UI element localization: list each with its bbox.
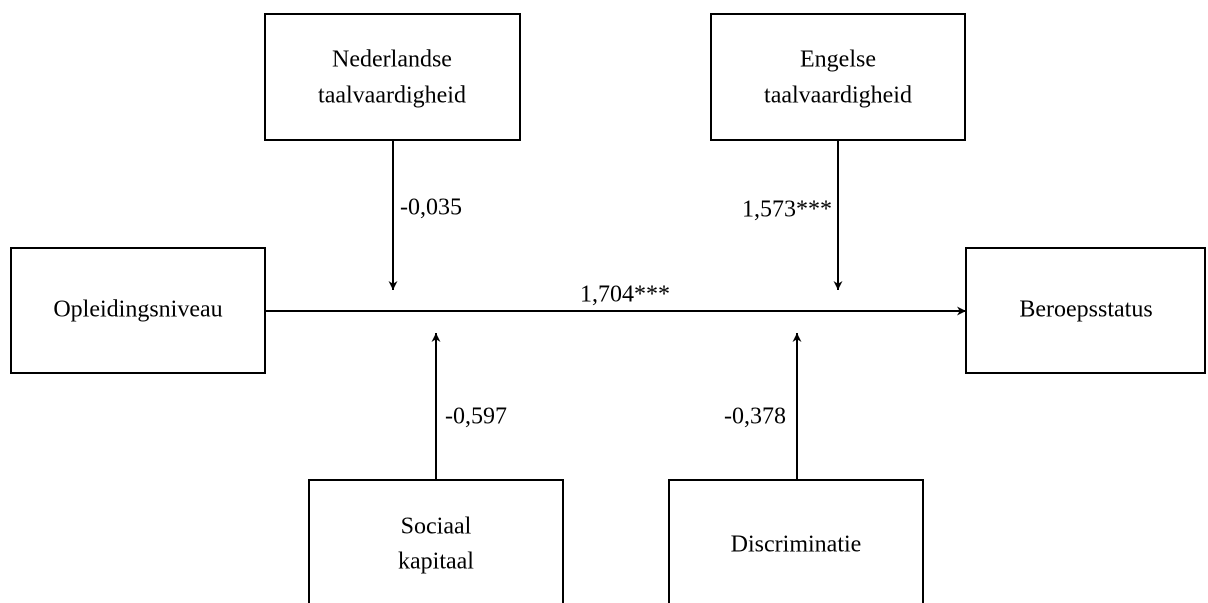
- node-box: [668, 479, 924, 603]
- node-label: Engelse: [800, 47, 876, 73]
- edge-label: -0,035: [400, 195, 462, 221]
- edge-label: -0,597: [445, 404, 507, 430]
- edge-label: 1,704***: [580, 282, 670, 308]
- node-label: Nederlandse: [332, 47, 452, 73]
- node-label: Beroepsstatus: [1019, 297, 1152, 323]
- edge-label: -0,378: [724, 404, 786, 430]
- node-label: Discriminatie: [731, 532, 862, 558]
- node-label: kapitaal: [398, 549, 474, 575]
- node-label: taalvaardigheid: [764, 83, 912, 109]
- node-label: Sociaal: [401, 514, 472, 540]
- node-label: taalvaardigheid: [318, 83, 466, 109]
- node-label: Opleidingsniveau: [53, 297, 222, 323]
- node-box: [264, 13, 521, 141]
- node-box: [308, 479, 564, 603]
- node-box: [710, 13, 966, 141]
- node-box: [10, 247, 266, 374]
- edge-label: 1,573***: [742, 197, 832, 223]
- node-box: [965, 247, 1206, 374]
